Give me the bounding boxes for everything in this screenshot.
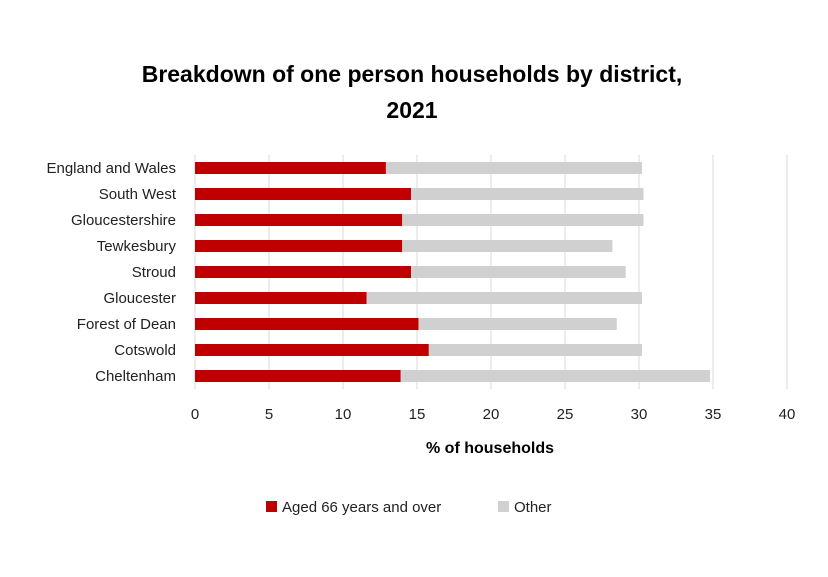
category-label: Cheltenham bbox=[95, 368, 176, 385]
bar-other bbox=[366, 292, 642, 304]
bar-aged-66-plus bbox=[195, 214, 403, 226]
bar-other bbox=[402, 214, 644, 226]
x-tick-label: 35 bbox=[705, 406, 722, 423]
x-tick-label: 0 bbox=[191, 406, 199, 423]
bar-aged-66-plus bbox=[195, 266, 412, 278]
legend-label: Aged 66 years and over bbox=[282, 499, 441, 516]
bar-aged-66-plus bbox=[195, 344, 429, 356]
category-label: Stroud bbox=[132, 264, 176, 281]
x-tick-label: 5 bbox=[265, 406, 273, 423]
chart-title-line-1: Breakdown of one person households by di… bbox=[142, 61, 683, 87]
category-labels: England and Wales South West Gloucestershi… bbox=[46, 160, 176, 385]
legend: Aged 66 years and over Other bbox=[266, 499, 552, 516]
bars bbox=[195, 162, 711, 382]
bar-other bbox=[411, 188, 644, 200]
bar-aged-66-plus bbox=[195, 292, 367, 304]
chart-title-line-2: 2021 bbox=[386, 97, 437, 123]
category-label: Gloucester bbox=[103, 290, 176, 307]
x-tick-label: 40 bbox=[779, 406, 796, 423]
x-tick-label: 20 bbox=[483, 406, 500, 423]
x-tick-label: 30 bbox=[631, 406, 648, 423]
legend-swatch bbox=[498, 501, 509, 512]
bar-aged-66-plus bbox=[195, 188, 412, 200]
x-tick-label: 15 bbox=[409, 406, 426, 423]
bar-other bbox=[418, 318, 617, 330]
x-axis-title: % of households bbox=[426, 440, 554, 457]
bar-other bbox=[402, 240, 613, 252]
bar-other bbox=[385, 162, 642, 174]
x-tick-label: 25 bbox=[557, 406, 574, 423]
category-label: Tewkesbury bbox=[97, 238, 177, 255]
category-label: South West bbox=[99, 186, 177, 203]
legend-swatch bbox=[266, 501, 277, 512]
bar-other bbox=[428, 344, 642, 356]
x-tick-label: 10 bbox=[335, 406, 352, 423]
category-label: Forest of Dean bbox=[77, 316, 176, 333]
bar-aged-66-plus bbox=[195, 318, 419, 330]
legend-label: Other bbox=[514, 499, 552, 516]
category-label: Cotswold bbox=[114, 342, 176, 359]
bar-aged-66-plus bbox=[195, 240, 403, 252]
bar-other bbox=[411, 266, 626, 278]
bar-aged-66-plus bbox=[195, 162, 386, 174]
category-label: England and Wales bbox=[46, 160, 176, 177]
bar-aged-66-plus bbox=[195, 370, 401, 382]
category-label: Gloucestershire bbox=[71, 212, 176, 229]
bar-other bbox=[400, 370, 711, 382]
x-tick-labels: 0 5 10 15 20 25 30 35 40 bbox=[191, 406, 796, 423]
